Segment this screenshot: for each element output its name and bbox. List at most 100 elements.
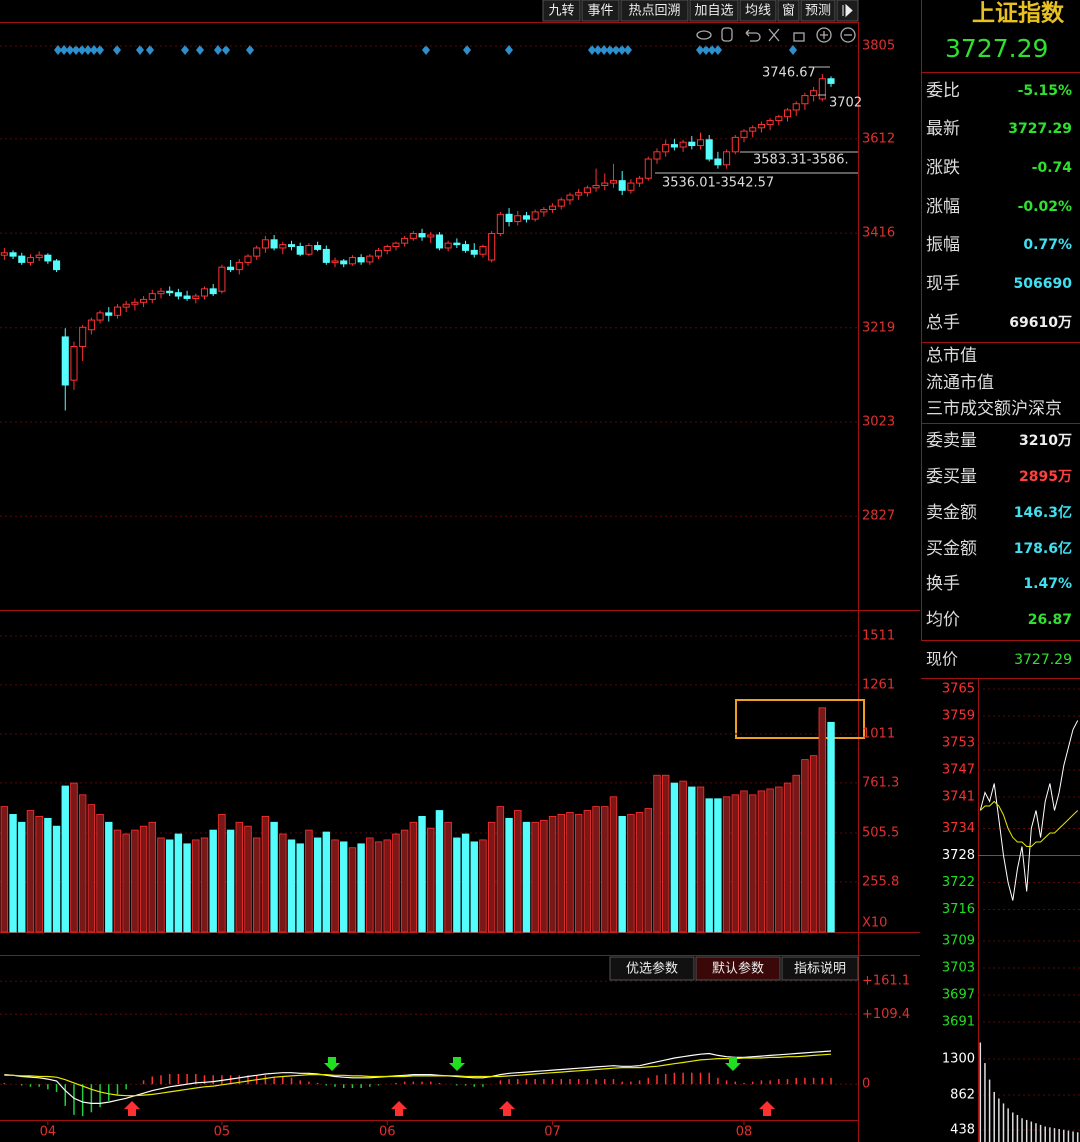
y-tick-label: 2827 <box>862 509 895 524</box>
icon-cut[interactable] <box>768 28 780 42</box>
icon-hand[interactable] <box>721 27 733 42</box>
event-marker[interactable] <box>136 45 144 55</box>
volume-bar <box>322 831 331 933</box>
toolbar-button[interactable] <box>620 0 689 22</box>
toolbar-button[interactable] <box>689 0 739 22</box>
event-marker[interactable] <box>789 45 797 55</box>
event-marker[interactable] <box>696 45 704 55</box>
event-marker[interactable] <box>612 45 620 55</box>
candle-body <box>348 257 356 265</box>
candle-body <box>314 245 322 250</box>
volume-bar <box>400 829 409 933</box>
toolbar-button[interactable] <box>739 0 777 22</box>
icon-zoom-in[interactable] <box>816 27 832 43</box>
tab-label[interactable]: 指标说明 <box>794 962 846 977</box>
event-marker[interactable] <box>72 45 80 55</box>
volume-bar <box>531 821 539 933</box>
toolbar-button[interactable] <box>777 0 800 22</box>
event-marker[interactable] <box>618 45 626 55</box>
volume-bar <box>26 810 35 933</box>
event-marker[interactable] <box>84 45 92 55</box>
event-marker[interactable] <box>54 45 62 55</box>
event-marker[interactable] <box>463 45 471 55</box>
event-marker[interactable] <box>96 45 104 55</box>
toolbar-label[interactable]: 窗 <box>782 3 795 19</box>
volume-bar <box>331 839 339 933</box>
event-marker[interactable] <box>422 45 430 55</box>
y-tick-label: 3753 <box>942 736 975 751</box>
event-marker[interactable] <box>214 45 222 55</box>
toolbar-button[interactable] <box>542 0 581 22</box>
quote-value: 3727.29 <box>1008 121 1072 137</box>
event-marker[interactable] <box>594 45 602 55</box>
toolbar-label[interactable]: 九转 <box>548 4 574 19</box>
toolbar-label[interactable]: 事件 <box>587 4 613 19</box>
toolbar-button[interactable] <box>581 0 620 22</box>
icon-zoom-out[interactable] <box>840 27 856 43</box>
candle-body <box>696 139 705 147</box>
tab-label[interactable]: 优选参数 <box>626 961 678 977</box>
event-marker[interactable] <box>702 45 710 55</box>
volume-bar <box>514 810 522 933</box>
volume-bar <box>157 837 165 933</box>
toolbar-label[interactable]: 预测 <box>805 4 831 19</box>
annotation: 3583.31-3586. <box>753 153 849 168</box>
event-marker[interactable] <box>246 45 254 55</box>
event-marker[interactable] <box>181 45 189 55</box>
icon-lock[interactable] <box>793 32 805 42</box>
event-marker[interactable] <box>505 45 513 55</box>
candle-body <box>496 213 504 235</box>
event-marker[interactable] <box>624 45 632 55</box>
event-marker[interactable] <box>606 45 614 55</box>
icon-undo[interactable] <box>745 29 761 42</box>
volume-bar <box>583 810 592 933</box>
event-marker[interactable] <box>714 45 722 55</box>
volume-bar <box>505 817 513 933</box>
candle-body <box>531 211 539 220</box>
event-marker[interactable] <box>146 45 154 55</box>
event-marker[interactable] <box>78 45 86 55</box>
candle-body <box>296 246 304 255</box>
y-tick-label: 1300 <box>942 1051 975 1066</box>
candle-body <box>775 116 783 122</box>
event-marker[interactable] <box>66 45 74 55</box>
volume-bar <box>548 815 557 933</box>
y-tick-label: 1011 <box>862 726 895 741</box>
candle-body <box>113 306 122 316</box>
quote-value: 178.6亿 <box>1014 540 1072 557</box>
tab[interactable] <box>695 956 781 981</box>
candle-body <box>644 158 652 179</box>
candle-body <box>583 187 591 194</box>
volume-bar <box>131 829 139 933</box>
event-marker[interactable] <box>90 45 98 55</box>
tab-label[interactable]: 默认参数 <box>712 961 764 977</box>
event-marker[interactable] <box>600 45 608 55</box>
event-marker[interactable] <box>222 45 230 55</box>
x-tick-label: 07 <box>544 1125 561 1140</box>
toolbar-label[interactable]: 热点回溯 <box>628 3 680 19</box>
volume-bar <box>279 833 287 933</box>
event-marker[interactable] <box>113 45 121 55</box>
toolbar-label[interactable]: 均线 <box>745 4 771 19</box>
quote-label: 现价 <box>926 650 958 669</box>
tab[interactable] <box>781 956 859 981</box>
candle-body <box>592 184 600 189</box>
quote-label: 现手 <box>926 274 960 294</box>
event-marker[interactable] <box>196 45 204 55</box>
annotation: 3536.01-3542.57 <box>662 176 774 191</box>
volume-bar <box>357 843 365 933</box>
candle-body <box>218 266 226 292</box>
candle-body <box>740 130 748 138</box>
candle-body <box>53 260 61 271</box>
buy-signal <box>499 1101 515 1116</box>
x-tick-label: 04 <box>40 1125 57 1140</box>
toolbar-button[interactable] <box>800 0 836 22</box>
toolbar-label[interactable]: 加自选 <box>694 4 733 19</box>
event-marker[interactable] <box>60 45 68 55</box>
candle-body <box>679 141 687 148</box>
event-marker[interactable] <box>588 45 596 55</box>
tab[interactable] <box>609 956 695 981</box>
event-marker[interactable] <box>708 45 716 55</box>
volume-bar <box>827 721 835 933</box>
icon-eye[interactable] <box>696 30 712 40</box>
